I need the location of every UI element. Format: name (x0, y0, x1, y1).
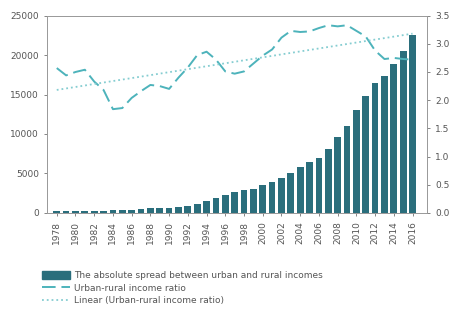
Bar (287, 173, 294, 213)
Bar (250, 189, 257, 213)
Bar (82, 211, 88, 213)
Bar (325, 149, 332, 213)
Bar (391, 64, 397, 213)
Bar (184, 206, 191, 213)
Bar (409, 35, 416, 213)
Legend: The absolute spread between urban and rural incomes, Urban-rural income ratio, L: The absolute spread between urban and ru… (43, 271, 323, 305)
Bar (334, 137, 341, 213)
Bar (156, 208, 163, 213)
Bar (147, 208, 154, 213)
Bar (316, 158, 322, 213)
Bar (212, 198, 219, 213)
Bar (54, 211, 60, 213)
Bar (175, 207, 182, 213)
Bar (381, 76, 388, 213)
Bar (109, 210, 116, 213)
Bar (166, 208, 173, 213)
Bar (119, 210, 126, 213)
Bar (297, 167, 303, 213)
Bar (222, 195, 228, 213)
Bar (344, 126, 350, 213)
Bar (241, 190, 247, 213)
Bar (362, 96, 369, 213)
Bar (128, 210, 135, 213)
Bar (100, 211, 107, 213)
Bar (194, 204, 201, 213)
Bar (353, 110, 360, 213)
Bar (259, 185, 266, 213)
Bar (278, 178, 285, 213)
Bar (400, 51, 407, 213)
Bar (63, 211, 70, 213)
Bar (91, 211, 98, 213)
Bar (306, 162, 313, 213)
Bar (203, 201, 210, 213)
Bar (137, 209, 145, 213)
Bar (372, 83, 378, 213)
Bar (269, 182, 275, 213)
Bar (72, 211, 79, 213)
Bar (231, 192, 238, 213)
